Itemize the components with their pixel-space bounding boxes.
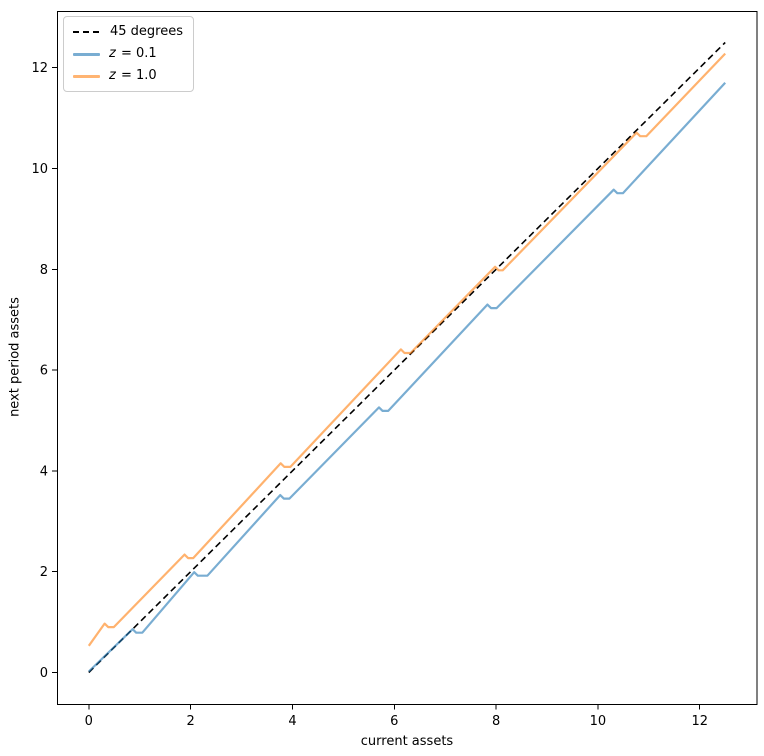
plot-area-border (57, 11, 758, 705)
x-tick-label: 12 (691, 714, 708, 729)
x-axis-label: current assets (360, 734, 454, 749)
x-tick-label: 10 (590, 714, 607, 729)
x-axis: 0 2 4 6 8 10 12 (85, 704, 708, 729)
legend-line-sample-dashed (73, 31, 100, 33)
legend-label-text: = 1.0 (116, 68, 157, 83)
y-tick-label: 6 (40, 364, 48, 379)
legend-label-text: = 0.1 (116, 46, 157, 61)
legend-label: z = 0.1 (109, 45, 157, 63)
y-axis-label: next period assets (7, 297, 23, 417)
x-tick-label: 4 (288, 714, 296, 729)
x-tick-label: 2 (186, 714, 194, 729)
legend: 45 degrees z = 0.1 z = 1.0 (63, 16, 195, 92)
legend-entry: 45 degrees (73, 23, 183, 41)
legend-label-text: 45 degrees (110, 24, 184, 39)
y-tick-label: 0 (40, 666, 48, 681)
y-tick-label: 8 (40, 263, 48, 278)
legend-label: 45 degrees (109, 23, 183, 41)
legend-line-sample-solid (73, 52, 100, 56)
y-tick-label: 2 (40, 565, 48, 580)
legend-label-variable: z (109, 68, 116, 83)
x-tick-label: 6 (390, 714, 398, 729)
legend-line-sample-solid (73, 74, 100, 78)
legend-label-variable: z (109, 46, 116, 61)
series-z-0-1 (88, 82, 727, 673)
legend-entry: z = 1.0 (73, 67, 183, 85)
y-tick-label: 10 (31, 162, 48, 177)
x-tick-label: 0 (85, 714, 93, 729)
legend-label: z = 1.0 (109, 67, 157, 85)
series-z-1-0 (87, 52, 726, 647)
legend-entry: z = 0.1 (73, 45, 183, 63)
series-45-degrees (88, 41, 726, 674)
y-tick-label: 12 (31, 61, 48, 76)
y-axis: 0 2 4 6 8 10 12 (31, 61, 57, 681)
x-tick-label: 8 (492, 714, 500, 729)
y-tick-label: 4 (40, 464, 48, 479)
